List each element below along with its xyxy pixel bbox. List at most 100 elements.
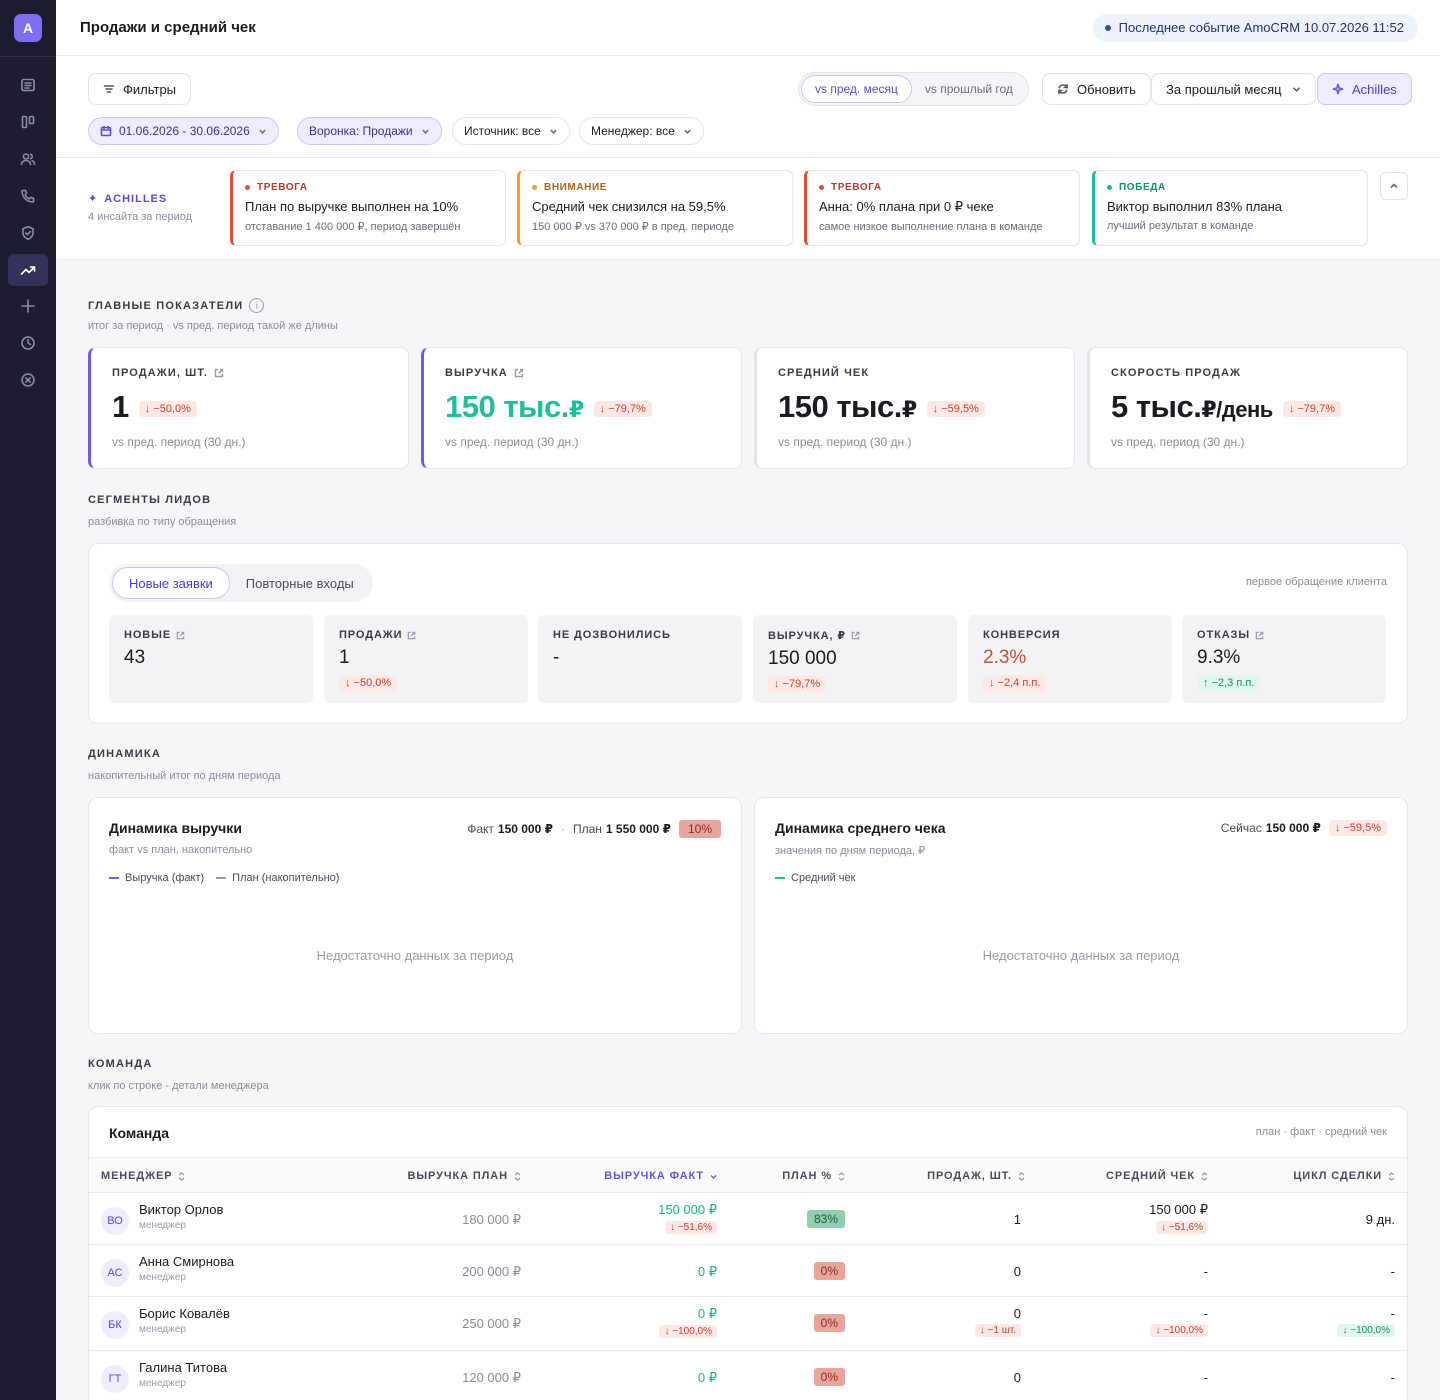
manager-name: Виктор Орлов — [139, 1202, 224, 1217]
plan-value: 1 550 000 ₽ — [605, 822, 671, 836]
sort-icon — [514, 1171, 521, 1181]
segments-section-title: СЕГМЕНТЫ ЛИДОВ — [88, 494, 212, 506]
team-table-panel: Команда план · факт · средний чек МЕНЕДЖ… — [88, 1106, 1408, 1400]
kpi-card-sales[interactable]: ПРОДАЖИ, ШТ. 1 ↓ −50,0% vs пред. период (… — [88, 347, 409, 469]
plan-pct-badge: 0% — [813, 1368, 845, 1386]
manager-chip[interactable]: Менеджер: все — [579, 117, 704, 145]
column-header-count[interactable]: ПРОДАЖ, ШТ. — [927, 1170, 1025, 1182]
segment-label: ВЫРУЧКА, ₽ — [768, 629, 957, 642]
insight-card[interactable]: ВНИМАНИЕ Средний чек снизился на 59,5% 1… — [517, 170, 793, 246]
kpi-value-number: 150 тыс. — [778, 389, 902, 424]
plan-cell: 200 000 ₽ — [462, 1264, 521, 1279]
sidebar-item-users[interactable] — [8, 143, 48, 175]
dot-icon — [532, 185, 537, 190]
sidebar-item-kanban[interactable] — [8, 106, 48, 138]
app-logo[interactable]: A — [14, 14, 42, 42]
count-value: 0 — [1013, 1306, 1021, 1321]
plan-label: План — [572, 822, 602, 836]
segment-delta-badge: ↑ −2,3 п.п. — [1197, 675, 1261, 691]
chart-legend: Средний чек — [775, 872, 867, 884]
fact-cell: 0 ₽ — [697, 1370, 717, 1385]
tab-new-leads[interactable]: Новые заявки — [112, 567, 230, 599]
filters-button[interactable]: Фильтры — [88, 73, 192, 105]
kpi-card-speed[interactable]: СКОРОСТЬ ПРОДАЖ 5 тыс.₽/день ↓ −79,7% vs … — [1087, 347, 1408, 469]
kpi-value-number: 150 тыс. — [445, 389, 569, 424]
segment-label: ОТКАЗЫ — [1197, 629, 1386, 641]
sidebar-item-exit[interactable] — [8, 364, 48, 396]
avatar: ГТ — [101, 1365, 129, 1393]
clock-icon — [21, 336, 35, 350]
column-header-plan[interactable]: ВЫРУЧКА ПЛАН — [407, 1170, 521, 1182]
cycle-cell: - ↓ −100,0% — [1337, 1306, 1395, 1337]
fact-delta-badge: ↓ −51,6% — [665, 1221, 717, 1234]
collapse-insights-button[interactable] — [1380, 172, 1408, 200]
insight-card[interactable]: ПОБЕДА Виктор выполнил 83% плана лучший … — [1092, 170, 1368, 246]
period-select[interactable]: За прошлый месяц — [1151, 73, 1316, 105]
info-icon[interactable]: i — [249, 298, 265, 313]
compare-prev-month[interactable]: vs пред. месяц — [801, 75, 912, 103]
legend-item-plan[interactable]: План (накопительно) — [216, 872, 339, 884]
list-icon — [21, 78, 35, 92]
segment-card-sales[interactable]: ПРОДАЖИ 1 ↓ −50,0% — [324, 615, 528, 703]
kpi-card-revenue[interactable]: ВЫРУЧКА 150 тыс.₽ ↓ −79,7% vs пред. перио… — [421, 347, 742, 469]
legend-item-fact[interactable]: Выручка (факт) — [109, 872, 204, 884]
segment-card-new[interactable]: НОВЫЕ 43 — [109, 615, 313, 703]
sidebar-item-add[interactable] — [8, 290, 48, 322]
column-header-plan-pct[interactable]: ПЛАН % — [782, 1170, 845, 1182]
sort-icon — [1018, 1171, 1025, 1181]
sort-icon — [179, 1171, 185, 1181]
legend-swatch — [109, 877, 119, 879]
insight-card[interactable]: ТРЕВОГА План по выручке выполнен на 10% … — [230, 170, 506, 246]
sidebar-item-reports[interactable] — [8, 69, 48, 101]
table-row[interactable]: АС Анна Смирнова менеджер 200 000 ₽ 0 ₽ … — [89, 1245, 1407, 1297]
kpi-card-avg-check[interactable]: СРЕДНИЙ ЧЕК 150 тыс.₽ ↓ −59,5% vs пред. п… — [754, 347, 1075, 469]
fact-cell: 0 ₽ — [697, 1264, 717, 1279]
sidebar-item-calls[interactable] — [8, 180, 48, 212]
insight-text: лучший результат в команде — [1107, 220, 1254, 232]
insight-card[interactable]: ТРЕВОГА Анна: 0% плана при 0 ₽ чеке само… — [804, 170, 1080, 246]
insight-title: Анна: 0% плана при 0 ₽ чеке — [819, 199, 994, 214]
insights-count: 4 инсайта за период — [88, 211, 193, 223]
sidebar-item-sales[interactable] — [8, 254, 48, 286]
date-range-chip[interactable]: 01.06.2026 - 30.06.2026 — [88, 117, 279, 145]
refresh-button[interactable]: Обновить — [1042, 73, 1151, 105]
column-header-cycle[interactable]: ЦИКЛ СДЕЛКИ — [1293, 1170, 1395, 1182]
table-row[interactable]: ВО Виктор Орлов менеджер 180 000 ₽ 150 0… — [89, 1193, 1407, 1245]
legend-item-avg[interactable]: Средний чек — [775, 872, 855, 884]
now-label: Сейчас — [1220, 821, 1262, 835]
funnel-chip[interactable]: Воронка: Продажи — [297, 117, 442, 145]
kpi-label: СКОРОСТЬ ПРОДАЖ — [1111, 367, 1242, 379]
source-chip[interactable]: Источник: все — [452, 117, 570, 145]
segment-card-no-answer[interactable]: НЕ ДОЗВОНИЛИСЬ - — [538, 615, 742, 703]
column-header-manager[interactable]: МЕНЕДЖЕР — [101, 1170, 185, 1182]
tab-repeat-leads[interactable]: Повторные входы — [245, 575, 354, 591]
kpi-label-text: ВЫРУЧКА — [445, 367, 508, 379]
sidebar-item-history[interactable] — [8, 327, 48, 359]
compare-prev-year[interactable]: vs прошлый год — [924, 82, 1013, 96]
external-link-icon — [176, 631, 185, 639]
column-header-avg[interactable]: СРЕДНИЙ ЧЕК — [1106, 1170, 1208, 1182]
plan-pct-badge: 83% — [806, 1210, 845, 1228]
last-event-badge: Последнее событие AmoCRM 10.07.2026 11:5… — [1092, 14, 1418, 42]
table-row[interactable]: ГТ Галина Титова менеджер 120 000 ₽ 0 ₽ … — [89, 1351, 1407, 1400]
segment-card-revenue[interactable]: ВЫРУЧКА, ₽ 150 000 ↓ −79,7% — [753, 615, 957, 703]
achilles-button[interactable]: Achilles — [1317, 73, 1412, 105]
segments-panel: Новые заявки Повторные входы первое обра… — [88, 543, 1408, 724]
segments-section-subtitle: разбивка по типу обращения — [88, 516, 237, 528]
kpi-section-title-label: ГЛАВНЫЕ ПОКАЗАТЕЛИ — [88, 299, 244, 312]
column-header-fact[interactable]: ВЫРУЧКА ФАКТ — [604, 1170, 717, 1182]
table-row[interactable]: БК Борис Ковалёв менеджер 250 000 ₽ 0 ₽ ↓… — [89, 1297, 1407, 1351]
team-table-title: Команда — [109, 1125, 169, 1141]
segment-label-text: ПРОДАЖИ — [339, 629, 403, 641]
team-section-title: КОМАНДА — [88, 1058, 153, 1070]
segment-card-conversion[interactable]: КОНВЕРСИЯ 2.3% ↓ −2,4 п.п. — [968, 615, 1172, 703]
avg-value: - — [1203, 1306, 1208, 1321]
dot-icon — [819, 185, 824, 190]
sidebar-item-security[interactable] — [8, 217, 48, 249]
segment-card-rejections[interactable]: ОТКАЗЫ 9.3% ↑ −2,3 п.п. — [1182, 615, 1386, 703]
chart-subtitle: факт vs план, накопительно — [109, 844, 253, 856]
cycle-cell: 9 дн. — [1365, 1212, 1395, 1227]
segment-label: КОНВЕРСИЯ — [983, 629, 1061, 641]
chevron-down-icon — [550, 129, 557, 134]
separator: · — [560, 822, 565, 836]
